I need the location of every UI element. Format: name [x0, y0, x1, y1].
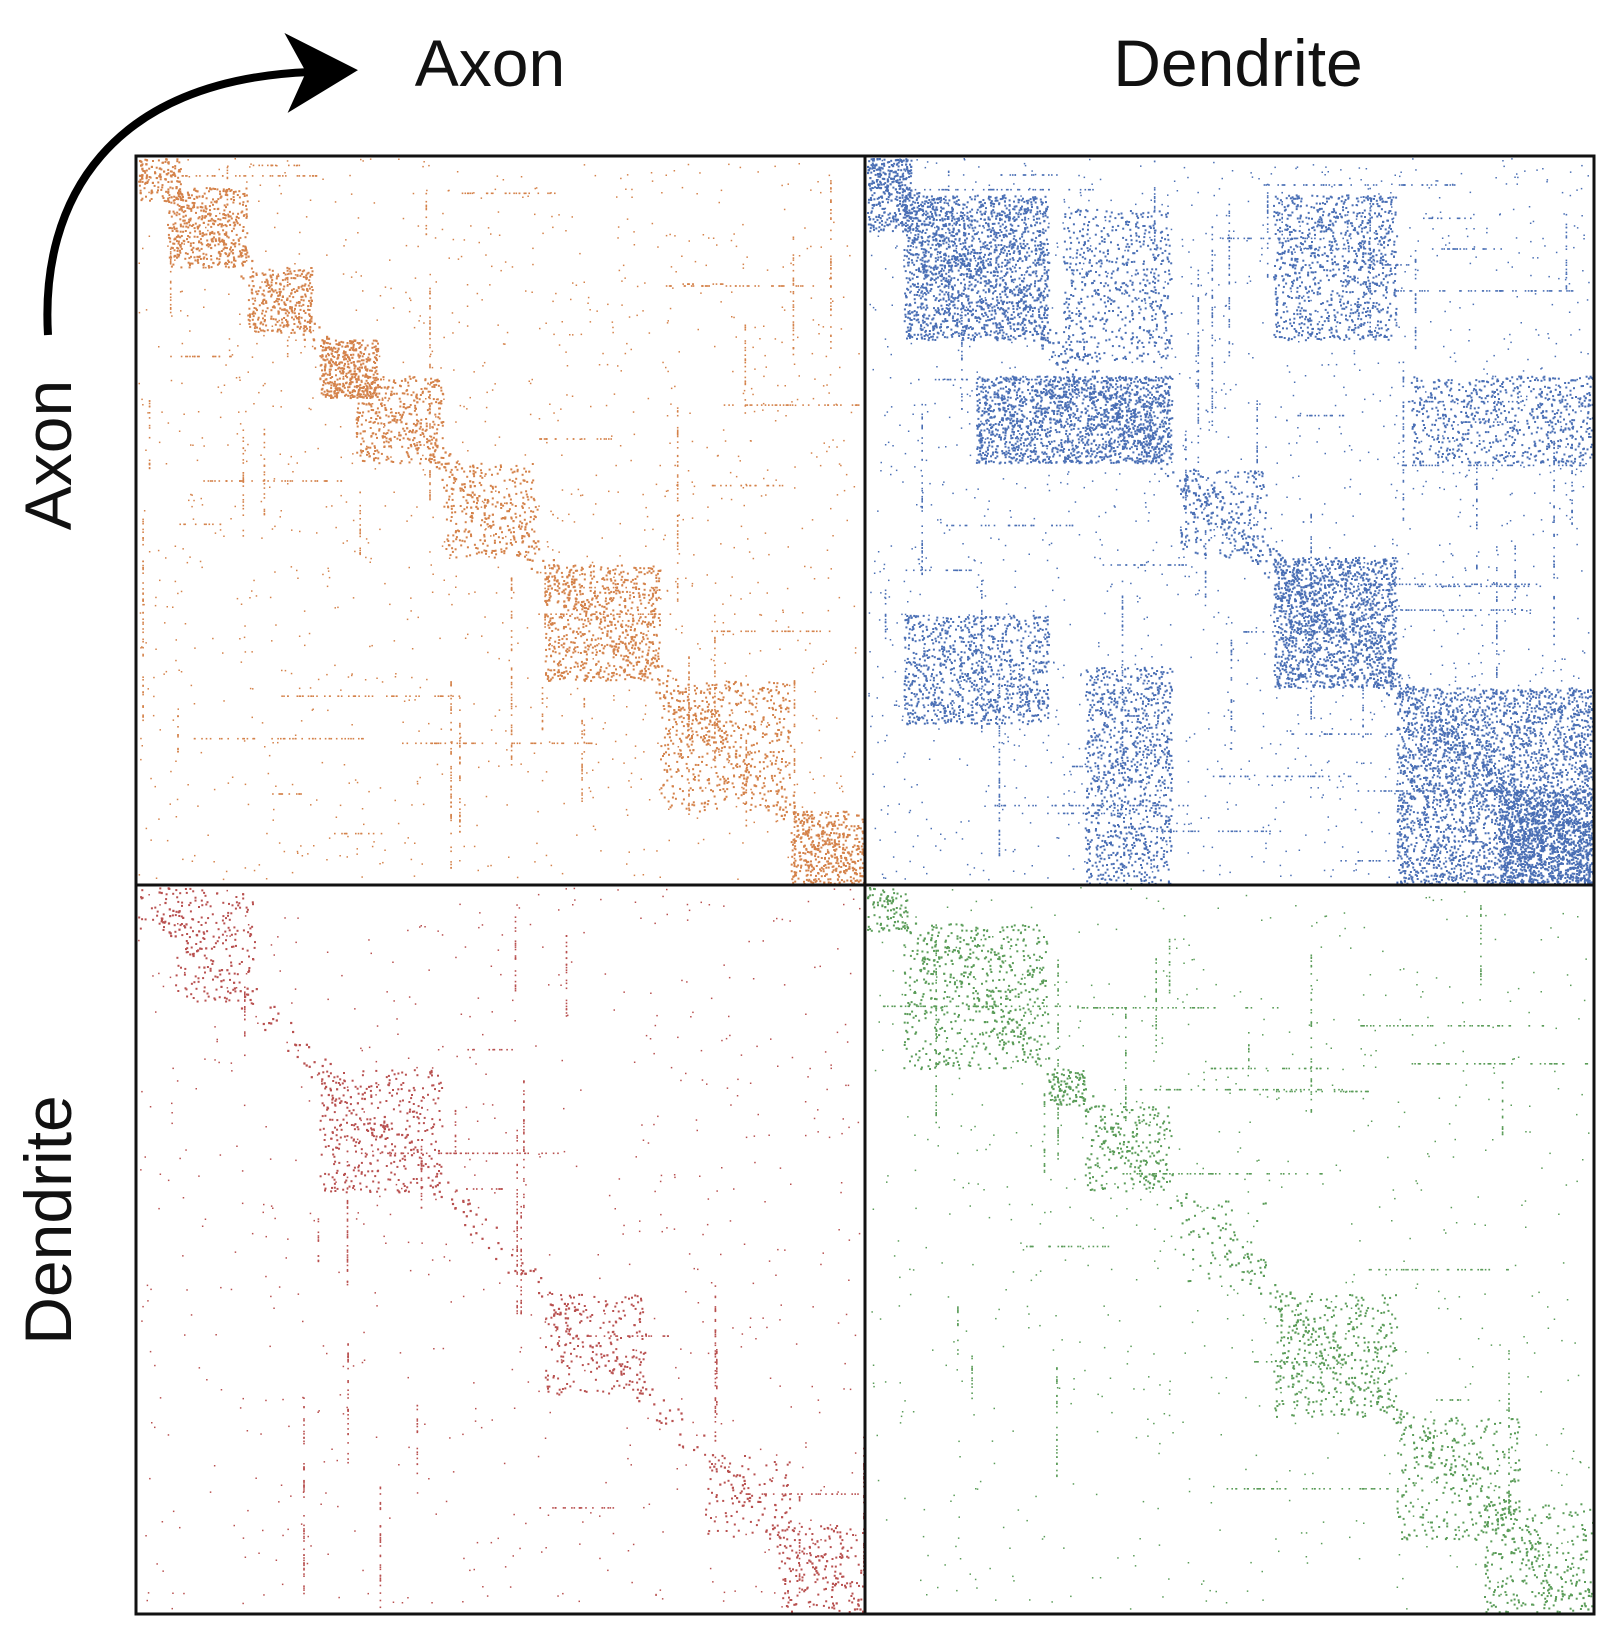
panel-dendrite-dendrite	[867, 887, 1594, 1613]
panel-axon-axon	[138, 158, 865, 885]
panel-dendrite-axon	[138, 887, 865, 1613]
panel-axon-dendrite	[867, 158, 1594, 885]
